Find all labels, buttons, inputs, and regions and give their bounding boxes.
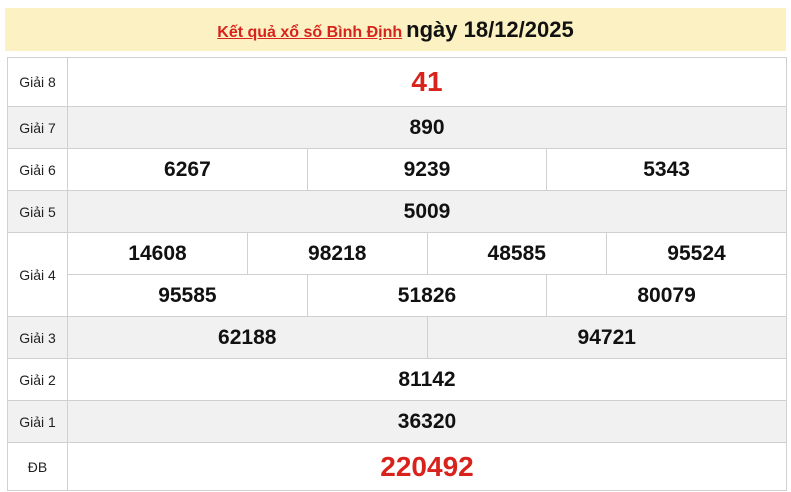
prize-number: 80079 bbox=[546, 274, 786, 316]
prize-label: Giải 7 bbox=[7, 106, 68, 149]
prize-number: 5009 bbox=[67, 190, 787, 233]
prize-row-8: Giải 8 41 bbox=[7, 57, 787, 107]
prize-row-2: Giải 2 81142 bbox=[7, 358, 787, 401]
results-table: Giải 8 41 Giải 7 890 Giải 6 6267 9239 5343 G… bbox=[7, 57, 787, 491]
prize-number: 14608 bbox=[128, 241, 187, 265]
prize-row-3: Giải 3 62188 94721 bbox=[7, 316, 787, 359]
prize-number: 94721 bbox=[426, 317, 786, 358]
prize-number: 95524 bbox=[606, 233, 786, 274]
draw-date: ngày 18/12/2025 bbox=[406, 17, 574, 42]
prize-number: 36320 bbox=[67, 400, 787, 443]
prize-label: Giải 2 bbox=[7, 358, 68, 401]
special-prize-number: 220492 bbox=[67, 442, 787, 491]
prize-label: Giải 6 bbox=[7, 148, 68, 191]
results-header: Kết quả xổ số Bình Định ngày 18/12/2025 bbox=[5, 8, 786, 51]
prize-row-7: Giải 7 890 bbox=[7, 106, 787, 149]
prize-number: 98218 bbox=[247, 233, 427, 274]
prize-number: 51826 bbox=[306, 274, 547, 316]
prize-number: 890 bbox=[67, 106, 787, 149]
prize-row-5: Giải 5 5009 bbox=[7, 190, 787, 233]
prize-row-6: Giải 6 6267 9239 5343 bbox=[7, 148, 787, 191]
prize-number: 62188 bbox=[68, 317, 427, 358]
prize-label: Giải 8 bbox=[7, 57, 68, 107]
prize-row-1: Giải 1 36320 bbox=[7, 400, 787, 443]
prize-number: 9239 bbox=[306, 149, 547, 190]
prize-number: 6267 bbox=[164, 157, 211, 181]
prize-number: 81142 bbox=[67, 358, 787, 401]
prize-label: Giải 4 bbox=[7, 232, 68, 317]
prize-row-4: Giải 4 14608 98218 48585 95524 95585 51826 80… bbox=[7, 232, 787, 317]
prize-label: Giải 1 bbox=[7, 400, 68, 443]
prize-label: Giải 5 bbox=[7, 190, 68, 233]
prize-label: Giải 3 bbox=[7, 316, 68, 359]
province-results-link[interactable]: Kết quả xổ số Bình Định bbox=[217, 24, 403, 41]
prize-label: ĐB bbox=[7, 442, 68, 491]
prize-number: 48585 bbox=[426, 233, 607, 274]
prize-row-special: ĐB 220492 bbox=[7, 442, 787, 491]
prize-number: 41 bbox=[67, 57, 787, 107]
prize-number: 95585 bbox=[158, 283, 217, 307]
prize-number: 5343 bbox=[546, 149, 786, 190]
